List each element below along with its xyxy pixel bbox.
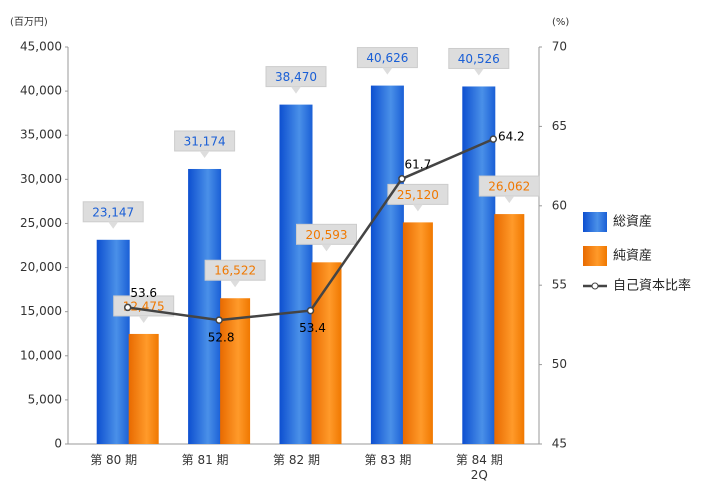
legend-swatch (583, 212, 607, 232)
bar (494, 214, 525, 444)
x-tick-label: 第 81 期 (182, 453, 229, 467)
value-label-pointer (412, 204, 423, 212)
y-axis-label: (百万円) (10, 16, 48, 28)
y-tick-label: 15,000 (20, 304, 62, 318)
value-label-pointer (321, 244, 332, 252)
value-label: 31,174 (184, 134, 226, 148)
value-label-pointer (473, 68, 484, 76)
line-label: 52.8 (208, 331, 235, 345)
y-tick-label: 35,000 (20, 128, 62, 142)
legend-label: 純資産 (613, 248, 652, 264)
x-tick-label: 第 80 期 (90, 453, 137, 467)
value-label-pointer (199, 150, 210, 158)
value-label: 23,147 (92, 205, 134, 219)
value-label-pointer (291, 86, 301, 94)
value-label: 25,120 (397, 188, 439, 202)
value-label-pointer (230, 280, 241, 288)
line-point (398, 175, 406, 183)
line-label: 64.2 (498, 130, 525, 144)
y-tick-label: 40,000 (20, 84, 62, 98)
x-tick-label: 第 82 期 (273, 453, 320, 467)
y-tick-label: 45,000 (20, 40, 62, 54)
x-tick-label: 第 84 期 2Q (456, 453, 503, 482)
legend-label: 総資産 (613, 214, 652, 230)
line-point (123, 303, 132, 312)
y2-tick-label: 60 (552, 198, 567, 212)
legend-swatch (583, 246, 607, 266)
value-label: 26,062 (488, 180, 530, 194)
bar (220, 298, 251, 444)
y-tick-label: 10,000 (20, 348, 62, 362)
y2-tick-label: 65 (552, 119, 567, 133)
y-tick-label: 20,000 (20, 260, 62, 274)
value-label: 20,593 (306, 228, 348, 242)
x-tick-label: 第 83 期 (364, 453, 411, 467)
value-label-pointer (108, 221, 119, 229)
y2-tick-label: 55 (552, 278, 567, 292)
line-label: 53.6 (130, 286, 157, 300)
line-point (215, 316, 223, 324)
value-label: 38,470 (275, 70, 317, 84)
value-label: 40,626 (366, 51, 408, 65)
line-point (489, 135, 498, 143)
y-tick-label: 30,000 (20, 172, 62, 186)
value-label-pointer (504, 196, 515, 204)
bar (370, 85, 404, 444)
value-label-pointer (382, 67, 393, 75)
y2-tick-label: 70 (552, 40, 567, 54)
bar (311, 262, 342, 444)
legend-label: 自己資本比率 (613, 278, 691, 294)
y-tick-label: 25,000 (20, 216, 62, 230)
line-point (306, 306, 315, 315)
value-label: 40,526 (458, 52, 500, 66)
bar (279, 104, 313, 445)
bar (128, 333, 159, 444)
value-label: 16,522 (214, 264, 256, 278)
legend-swatch-point (591, 282, 599, 290)
bar (188, 168, 222, 444)
bar (402, 222, 433, 444)
y2-tick-label: 50 (552, 357, 567, 371)
line-label: 61.7 (405, 157, 432, 171)
bar (96, 239, 130, 444)
value-label-pointer (138, 315, 149, 323)
line-label: 53.4 (299, 321, 326, 335)
y2-tick-label: 45 (552, 437, 567, 451)
y2-axis-label: (%) (552, 17, 569, 28)
y-tick-label: 5,000 (28, 392, 62, 406)
y-tick-label: 0 (54, 437, 62, 451)
